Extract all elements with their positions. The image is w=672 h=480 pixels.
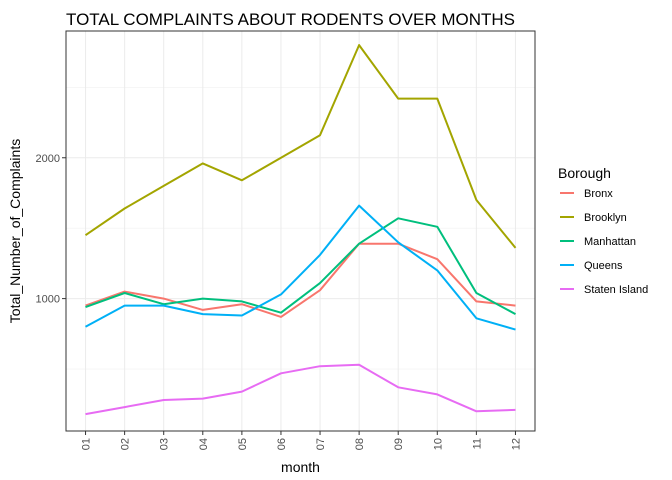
chart-title: TOTAL COMPLAINTS ABOUT RODENTS OVER MONT…: [66, 10, 515, 29]
x-tick-label: 11: [471, 438, 483, 449]
series-line-brooklyn: [84, 44, 517, 249]
x-tick-label: 09: [393, 438, 405, 450]
plot-panel: [65, 30, 536, 432]
x-tick-label: 03: [159, 438, 171, 450]
x-tick-label: 08: [354, 438, 366, 450]
series-line-staten-island: [85, 363, 516, 416]
legend-label-staten-island: Staten Island: [584, 284, 648, 296]
x-tick-label: 02: [120, 438, 132, 450]
y-axis: 1000 2000: [36, 153, 66, 306]
x-tick-label: 06: [276, 438, 288, 450]
series-line-manhattan: [85, 217, 516, 315]
legend-label-brooklyn: Brooklyn: [584, 212, 627, 224]
x-axis: 01 02 03 04 05 06 07 08 09 10 11 12: [81, 431, 522, 450]
plot-background: [66, 31, 535, 431]
legend-label-bronx: Bronx: [584, 188, 613, 200]
y-tick-label: 1000: [36, 294, 60, 306]
x-axis-title: month: [281, 459, 320, 475]
legend-label-queens: Queens: [584, 260, 623, 272]
x-tick-label: 05: [237, 438, 249, 450]
series-line-bronx: [85, 242, 516, 318]
series-line-queens: [85, 204, 516, 331]
x-tick-label: 07: [315, 438, 327, 450]
x-tick-label: 10: [432, 438, 444, 450]
legend-title: Borough: [558, 165, 611, 181]
x-tick-label: 01: [81, 438, 93, 450]
legend: Borough Bronx Brooklyn Manhattan Queens Stat…: [558, 165, 648, 298]
legend-label-manhattan: Manhattan: [584, 236, 636, 248]
x-tick-label: 12: [510, 438, 522, 450]
plot-border: [65, 30, 536, 432]
y-axis-title: Total_Number_of_Complaints: [7, 139, 23, 323]
x-tick-label: 04: [198, 438, 210, 450]
series-layer: [84, 44, 517, 416]
y-tick-label: 2000: [36, 153, 60, 165]
